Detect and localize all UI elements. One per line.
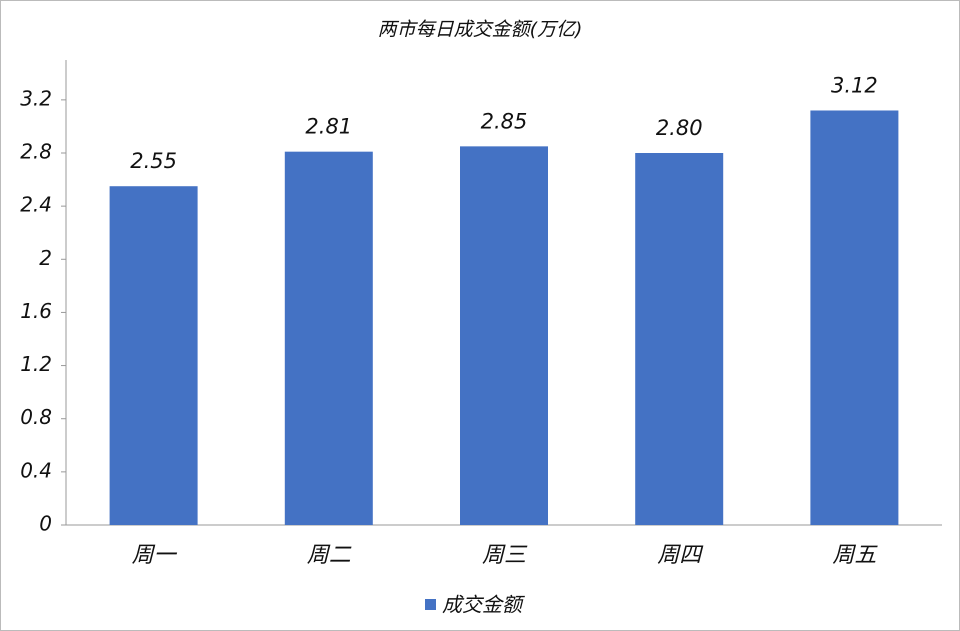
value-label: 2.55 — [130, 149, 177, 173]
value-label: 3.12 — [831, 73, 878, 97]
bar — [109, 186, 198, 525]
value-label: 2.81 — [305, 115, 352, 139]
y-tick-label: 2 — [39, 246, 52, 270]
y-tick-label: 1.2 — [20, 352, 52, 376]
x-tick-label: 周一 — [132, 543, 178, 568]
y-tick-label: 0.8 — [20, 405, 52, 429]
value-label: 2.85 — [481, 109, 528, 133]
x-tick-label: 周二 — [307, 543, 352, 568]
value-label: 2.80 — [656, 116, 703, 140]
y-tick-label: 2.4 — [20, 193, 52, 217]
x-tick-label: 周三 — [482, 543, 528, 568]
x-tick-label: 周五 — [832, 543, 878, 568]
bar — [635, 153, 724, 525]
y-tick-label: 1.6 — [20, 299, 52, 323]
legend-swatch — [425, 599, 436, 610]
y-tick-label: 0.4 — [20, 458, 52, 482]
bar — [810, 110, 899, 525]
chart-title: 两市每日成交金额(万亿) — [378, 19, 583, 41]
y-tick-label: 0 — [39, 512, 52, 536]
legend-label: 成交金额 — [442, 593, 525, 617]
y-tick-label: 2.8 — [20, 140, 52, 164]
y-tick-label: 3.2 — [20, 86, 52, 110]
bar — [284, 151, 373, 525]
x-tick-label: 周四 — [657, 543, 704, 568]
bar — [460, 146, 548, 525]
